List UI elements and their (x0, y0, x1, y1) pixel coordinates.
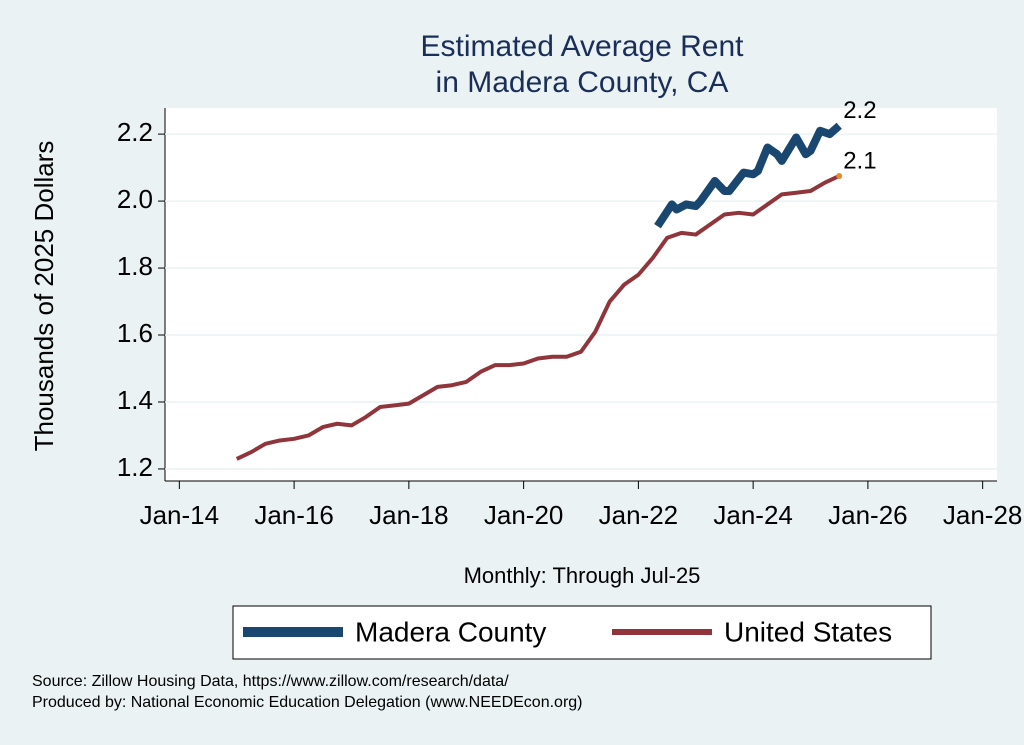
y-tick-label: 1.2 (117, 452, 153, 482)
chart-title: in Madera County, CA (436, 66, 729, 99)
plot-area (165, 108, 997, 481)
y-tick-label: 1.4 (117, 385, 153, 415)
x-tick-label: Jan-20 (484, 500, 564, 530)
y-tick-label: 2.2 (117, 117, 153, 147)
chart-title: Estimated Average Rent (421, 30, 745, 63)
end-label: 2.1 (843, 147, 876, 174)
x-tick-label: Jan-18 (369, 500, 449, 530)
legend-label: United States (724, 616, 892, 647)
y-axis-label: Thousands of 2025 Dollars (29, 141, 59, 452)
series-line (654, 122, 842, 229)
credit-note: Produced by: National Economic Education… (32, 694, 583, 711)
source-note: Source: Zillow Housing Data, https://www… (32, 673, 509, 690)
series-line (235, 174, 841, 461)
x-tick-label: Jan-28 (943, 500, 1023, 530)
x-tick-label: Jan-14 (140, 500, 220, 530)
end-label: 2.2 (843, 97, 876, 124)
x-tick-label: Jan-26 (828, 500, 908, 530)
y-tick-label: 1.8 (117, 251, 153, 281)
x-tick-label: Jan-22 (599, 500, 679, 530)
end-point (836, 172, 843, 179)
y-tick-label: 1.6 (117, 318, 153, 348)
x-tick-label: Jan-16 (254, 500, 334, 530)
y-tick-label: 2.0 (117, 184, 153, 214)
x-axis-label: Monthly: Through Jul-25 (464, 563, 701, 588)
x-tick-label: Jan-24 (713, 500, 793, 530)
legend-label: Madera County (355, 616, 546, 647)
legend (232, 605, 932, 660)
